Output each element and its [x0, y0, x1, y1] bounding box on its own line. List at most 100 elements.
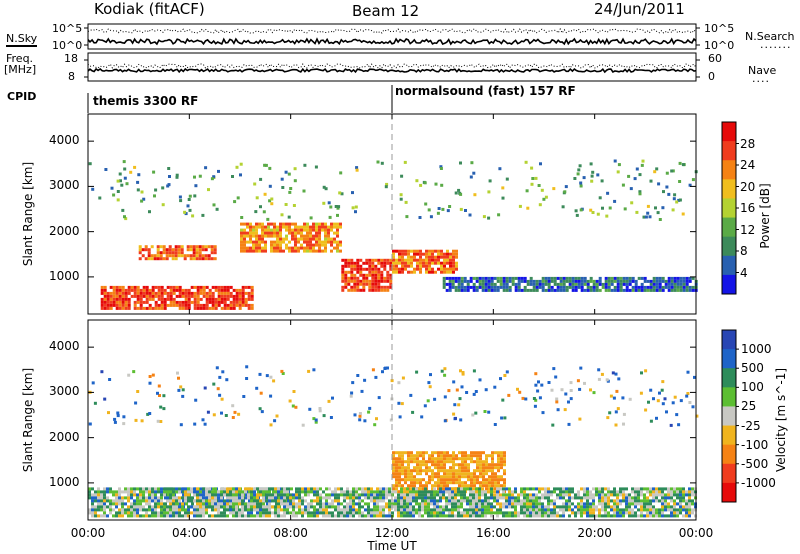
heatmap-cell [655, 490, 658, 494]
heatmap-cell [422, 252, 425, 256]
heatmap-cell [148, 412, 152, 415]
heatmap-cell [174, 245, 178, 249]
heatmap-cell [416, 454, 419, 458]
heatmap-cell [379, 493, 382, 497]
heatmap-cell [391, 502, 394, 506]
heatmap-cell [406, 493, 409, 497]
heatmap-cell [247, 297, 251, 301]
heatmap-cell [220, 493, 223, 497]
heatmap-cell [496, 514, 499, 518]
heatmap-cell [247, 285, 251, 289]
heatmap-cell [688, 511, 691, 515]
heatmap-cell [457, 502, 460, 506]
heatmap-cell [241, 285, 245, 289]
heatmap-cell [328, 487, 331, 491]
heatmap-cell [664, 505, 667, 509]
heatmap-cell [497, 484, 500, 488]
heatmap-cell [500, 484, 503, 488]
heatmap-cell [643, 502, 646, 506]
heatmap-cell [395, 463, 398, 467]
heatmap-cell [376, 493, 379, 497]
heatmap-cell [649, 288, 653, 292]
heatmap-cell [247, 291, 251, 295]
heatmap-cell [649, 493, 652, 497]
heatmap-cell [452, 466, 455, 470]
heatmap-cell [440, 478, 443, 482]
heatmap-cell [553, 282, 557, 286]
heatmap-cell [475, 285, 479, 289]
heatmap-cell [325, 487, 328, 491]
heatmap-cell [652, 511, 655, 515]
heatmap-cell [115, 300, 119, 304]
heatmap-cell [401, 469, 404, 473]
heatmap-cell [325, 499, 328, 503]
heatmap-cell [106, 505, 109, 509]
heatmap-cell [364, 493, 367, 497]
heatmap-cell [303, 246, 306, 250]
heatmap-cell [365, 267, 369, 271]
heatmap-cell [425, 261, 428, 265]
heatmap-cell [136, 493, 139, 497]
heatmap-cell [235, 300, 239, 304]
heatmap-cell [346, 514, 349, 518]
heatmap-cell [392, 451, 395, 455]
heatmap-cell [421, 502, 424, 506]
heatmap-cell [231, 404, 235, 408]
heatmap-cell [412, 490, 415, 494]
heatmap-cell [213, 257, 217, 261]
heatmap-cell [133, 303, 137, 307]
heatmap-cell [157, 384, 161, 388]
heatmap-cell [485, 466, 488, 470]
heatmap-cell [106, 303, 110, 307]
heatmap-cell [175, 175, 179, 179]
heatmap-cell [538, 502, 541, 506]
heatmap-cell [499, 496, 502, 500]
heatmap-cell [544, 288, 548, 292]
heatmap-cell [392, 463, 395, 467]
heatmap-cell [272, 379, 276, 383]
heatmap-cell [664, 496, 667, 500]
heatmap-cell [568, 282, 572, 286]
heatmap-cell [292, 493, 295, 497]
heatmap-cell [382, 493, 385, 497]
heatmap-cell [124, 294, 128, 298]
heatmap-cell [535, 288, 539, 292]
heatmap-cell [154, 490, 157, 494]
heatmap-cell [671, 401, 675, 405]
heatmap-cell [168, 251, 172, 255]
heatmap-cell [661, 276, 665, 280]
heatmap-cell [229, 493, 232, 497]
heatmap-cell [488, 469, 491, 473]
heatmap-cell [371, 368, 375, 372]
heatmap-cell [214, 499, 217, 503]
heatmap-cell [274, 499, 277, 503]
heatmap-cell [487, 288, 491, 292]
heatmap-cell [550, 279, 554, 283]
heatmap-cell [619, 490, 622, 494]
heatmap-cell [424, 496, 427, 500]
heatmap-cell [247, 496, 250, 500]
heatmap-cell [331, 493, 334, 497]
heatmap-cell [217, 294, 221, 298]
heatmap-cell [106, 306, 110, 310]
heatmap-cell [270, 234, 273, 238]
heatmap-cell [226, 502, 229, 506]
heatmap-cell [106, 490, 109, 494]
heatmap-cell [184, 303, 188, 307]
heatmap-cell [556, 276, 560, 280]
heatmap-cell [196, 499, 199, 503]
heatmap-cell [115, 285, 119, 289]
heatmap-cell [449, 261, 452, 265]
heatmap-cell [595, 279, 599, 283]
heatmap-cell [461, 484, 464, 488]
heatmap-cell [198, 251, 202, 255]
heatmap-cell [241, 303, 245, 307]
heatmap-cell [529, 508, 532, 512]
heatmap-cell [336, 249, 339, 253]
heatmap-cell [336, 234, 339, 238]
heatmap-cell [103, 303, 107, 307]
heatmap-cell [479, 463, 482, 467]
heatmap-cell [309, 240, 312, 244]
heatmap-cell [258, 222, 261, 226]
heatmap-cell [415, 499, 418, 503]
